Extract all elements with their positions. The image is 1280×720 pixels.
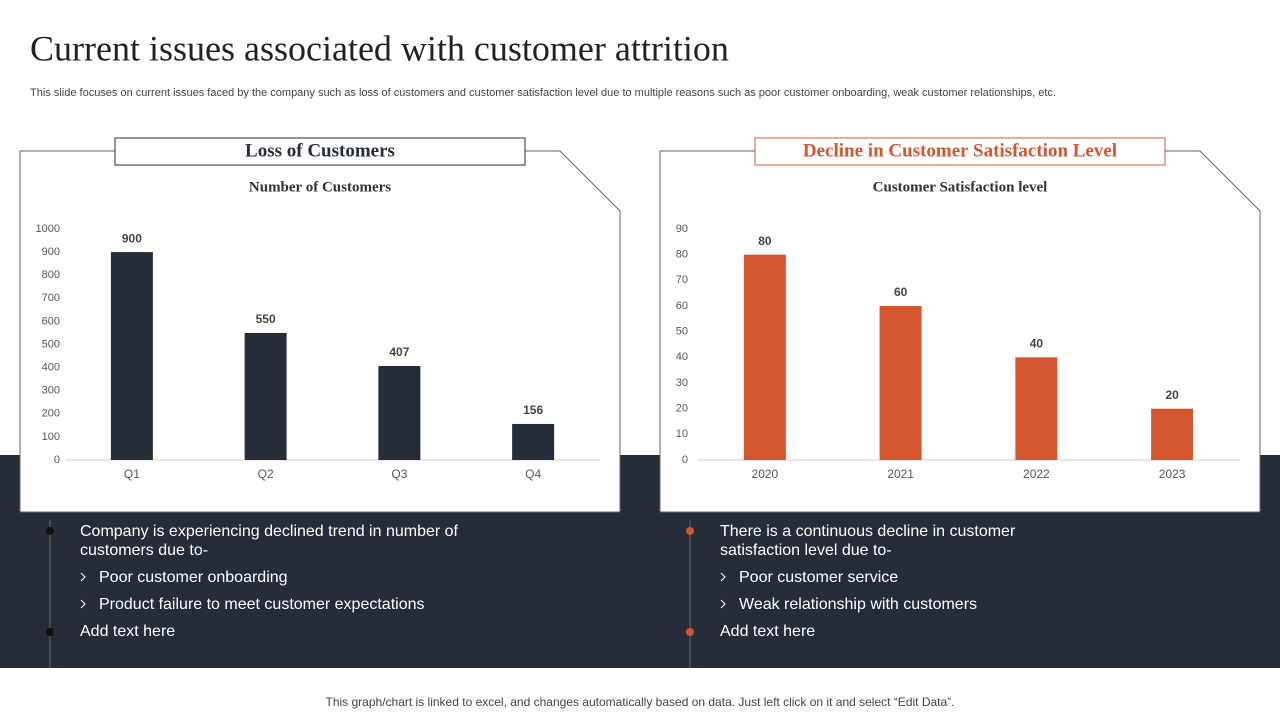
bar bbox=[1151, 408, 1194, 460]
bar bbox=[879, 306, 922, 460]
chevron bbox=[720, 572, 726, 582]
y-tick-label: 10 bbox=[676, 428, 688, 440]
x-tick-label: Q1 bbox=[124, 467, 140, 481]
panel-title-box bbox=[114, 137, 526, 166]
chevron bbox=[80, 572, 86, 582]
data-label: 407 bbox=[389, 345, 409, 359]
bullet-dot bbox=[46, 527, 54, 535]
bullet-dot bbox=[686, 628, 694, 636]
y-tick-label: 300 bbox=[42, 385, 60, 397]
y-tick-label: 600 bbox=[42, 315, 60, 327]
data-label: 40 bbox=[1030, 337, 1044, 351]
y-tick-label: 200 bbox=[42, 408, 60, 420]
y-tick-label: 60 bbox=[676, 300, 688, 312]
data-label: 80 bbox=[758, 234, 772, 248]
bullet: There is a continuous decline in custome… bbox=[720, 523, 1016, 559]
chevron bbox=[720, 599, 726, 609]
chart-title: Customer Satisfaction level bbox=[873, 179, 1048, 195]
y-tick-label: 30 bbox=[676, 377, 688, 389]
y-tick-label: 500 bbox=[42, 338, 60, 350]
x-tick-label: 2023 bbox=[1159, 467, 1186, 481]
bullet: Add text here bbox=[720, 623, 816, 640]
bullet-dot bbox=[46, 628, 54, 636]
slide-subtitle: This slide focuses on current issues fac… bbox=[30, 87, 1056, 99]
bar bbox=[110, 252, 153, 460]
chevron bbox=[80, 599, 86, 609]
x-tick-label: Q3 bbox=[391, 467, 407, 481]
bar bbox=[743, 254, 786, 460]
chart-title: Number of Customers bbox=[249, 179, 391, 195]
panel-title: Decline in Customer Satisfaction Level bbox=[803, 140, 1117, 161]
bullet: Add text here bbox=[80, 623, 176, 640]
x-tick-label: 2020 bbox=[752, 467, 779, 481]
y-tick-label: 20 bbox=[676, 403, 688, 415]
y-tick-label: 0 bbox=[54, 454, 60, 466]
footer-note: This graph/chart is linked to excel, and… bbox=[326, 695, 955, 709]
y-tick-label: 100 bbox=[42, 431, 60, 443]
y-tick-label: 70 bbox=[676, 274, 688, 286]
bar bbox=[378, 365, 421, 460]
y-tick-label: 0 bbox=[682, 454, 688, 466]
y-tick-label: 800 bbox=[42, 269, 60, 281]
y-tick-label: 80 bbox=[676, 249, 688, 261]
data-label: 60 bbox=[894, 285, 908, 299]
y-tick-label: 400 bbox=[42, 362, 60, 374]
sub-bullet: Poor customer service bbox=[739, 569, 899, 586]
data-label: 900 bbox=[122, 231, 142, 245]
panel-title: Loss of Customers bbox=[245, 140, 395, 161]
x-tick-label: 2021 bbox=[887, 467, 914, 481]
x-tick-label: 2022 bbox=[1023, 467, 1050, 481]
x-tick-label: Q4 bbox=[525, 467, 541, 481]
bullet-dot bbox=[686, 527, 694, 535]
sub-bullet: Poor customer onboarding bbox=[99, 569, 288, 586]
sub-bullet: Weak relationship with customers bbox=[739, 596, 978, 613]
sub-bullet: Product failure to meet customer expecta… bbox=[99, 596, 425, 613]
y-tick-label: 90 bbox=[676, 223, 688, 235]
panel-title-box bbox=[754, 137, 1166, 166]
slide-title: Current issues associated with customer … bbox=[30, 28, 729, 68]
y-tick-label: 1000 bbox=[36, 223, 60, 235]
y-tick-label: 40 bbox=[676, 351, 688, 363]
bullet: Company is experiencing declined trend i… bbox=[80, 523, 458, 559]
bar bbox=[1015, 357, 1058, 460]
data-label: 20 bbox=[1165, 388, 1179, 402]
y-tick-label: 700 bbox=[42, 292, 60, 304]
y-tick-label: 50 bbox=[676, 326, 688, 338]
bar bbox=[512, 423, 555, 460]
data-label: 156 bbox=[523, 403, 543, 417]
x-tick-label: Q2 bbox=[258, 467, 274, 481]
data-label: 550 bbox=[256, 312, 276, 326]
bar bbox=[244, 332, 287, 460]
y-tick-label: 900 bbox=[42, 246, 60, 258]
